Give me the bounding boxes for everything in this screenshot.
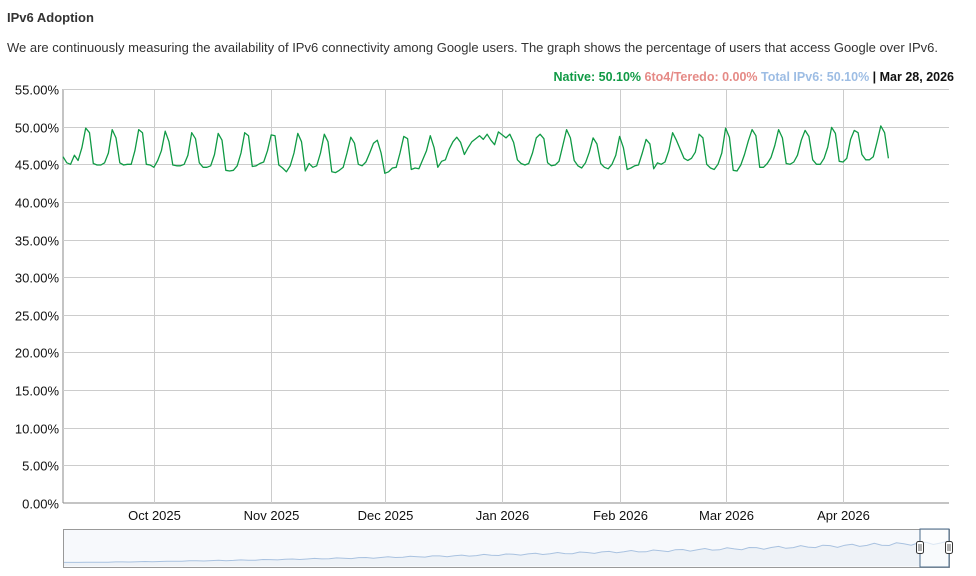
y-tick-label: 45.00% bbox=[15, 158, 60, 173]
chart-legend: Native: 50.10% 6to4/Teredo: 0.00% Total … bbox=[553, 70, 954, 84]
y-axis: 0.00% 5.00% 10.00% 15.00% 20.00% 25.00% 30.00%… bbox=[15, 83, 60, 512]
y-tick-label: 30.00% bbox=[15, 271, 60, 286]
legend-date: Mar 28, 2026 bbox=[879, 70, 954, 84]
navigator-left-handle[interactable] bbox=[916, 541, 924, 554]
navigator-selection[interactable] bbox=[919, 528, 950, 568]
native-series-line bbox=[62, 125, 890, 174]
x-tick-label: Feb 2026 bbox=[593, 508, 648, 523]
y-tick-label: 40.00% bbox=[15, 196, 60, 211]
series-layer bbox=[62, 125, 890, 174]
y-tick-label: 0.00% bbox=[22, 497, 59, 512]
y-tick-label: 50.00% bbox=[15, 121, 60, 136]
x-tick-label: Mar 2026 bbox=[699, 508, 754, 523]
x-tick-label: Dec 2025 bbox=[358, 508, 414, 523]
navigator-line bbox=[64, 540, 949, 563]
navigator-area bbox=[64, 541, 948, 566]
x-axis: Oct 2025 Nov 2025 Dec 2025 Jan 2026 Feb 2026… bbox=[128, 508, 870, 523]
page-title: IPv6 Adoption bbox=[7, 10, 94, 25]
range-navigator[interactable] bbox=[63, 528, 953, 568]
x-tick-label: Nov 2025 bbox=[244, 508, 300, 523]
y-tick-label: 10.00% bbox=[15, 422, 60, 437]
y-tick-label: 5.00% bbox=[22, 459, 59, 474]
page-description: We are continuously measuring the availa… bbox=[7, 40, 938, 55]
y-tick-label: 25.00% bbox=[15, 309, 60, 324]
x-tick-label: Oct 2025 bbox=[128, 508, 181, 523]
y-tick-label: 15.00% bbox=[15, 384, 60, 399]
y-tick-label: 20.00% bbox=[15, 346, 60, 361]
legend-separator: | bbox=[869, 70, 880, 84]
chart-grid bbox=[62, 89, 949, 504]
legend-total-ipv6: Total IPv6: 50.10% bbox=[761, 70, 870, 84]
y-tick-label: 55.00% bbox=[15, 83, 60, 98]
x-tick-label: Apr 2026 bbox=[817, 508, 870, 523]
y-tick-label: 35.00% bbox=[15, 234, 60, 249]
x-tick-label: Jan 2026 bbox=[476, 508, 530, 523]
legend-6to4-teredo: 6to4/Teredo: 0.00% bbox=[644, 70, 758, 84]
legend-native: Native: 50.10% bbox=[553, 70, 642, 84]
navigator-right-handle[interactable] bbox=[945, 541, 953, 554]
